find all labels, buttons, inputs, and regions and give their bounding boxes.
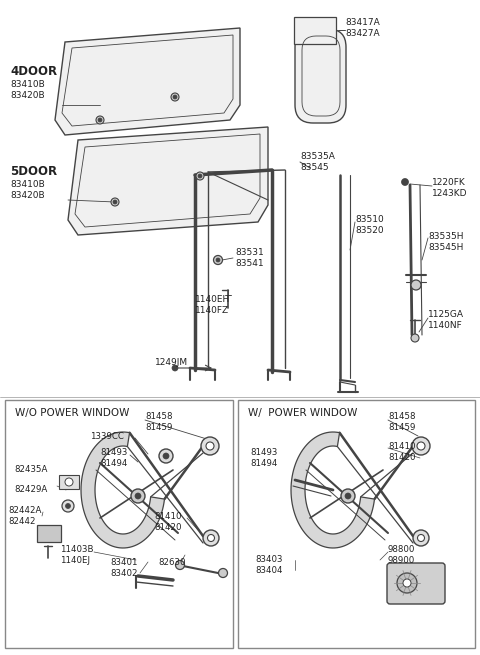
Circle shape bbox=[198, 174, 202, 178]
Circle shape bbox=[203, 530, 219, 546]
Circle shape bbox=[412, 437, 430, 455]
FancyBboxPatch shape bbox=[295, 29, 346, 123]
Text: 1339CC: 1339CC bbox=[90, 432, 124, 441]
Circle shape bbox=[417, 442, 425, 450]
Text: 81410
81420: 81410 81420 bbox=[154, 512, 181, 532]
Circle shape bbox=[413, 530, 429, 546]
Text: 83403
83404: 83403 83404 bbox=[255, 555, 283, 575]
Circle shape bbox=[218, 569, 228, 578]
Polygon shape bbox=[55, 28, 240, 135]
Text: W/  POWER WINDOW: W/ POWER WINDOW bbox=[248, 408, 358, 418]
Circle shape bbox=[98, 118, 102, 122]
FancyBboxPatch shape bbox=[294, 17, 336, 44]
Text: 1220FK
1243KD: 1220FK 1243KD bbox=[432, 178, 468, 198]
Circle shape bbox=[173, 95, 177, 99]
FancyBboxPatch shape bbox=[5, 400, 233, 648]
Circle shape bbox=[403, 579, 411, 587]
Text: 81410
81420: 81410 81420 bbox=[388, 442, 416, 462]
Text: 1125GA
1140NF: 1125GA 1140NF bbox=[428, 310, 464, 330]
Circle shape bbox=[397, 573, 417, 593]
Circle shape bbox=[62, 500, 74, 512]
Text: 81458
81459: 81458 81459 bbox=[388, 412, 416, 432]
Circle shape bbox=[345, 493, 351, 499]
Circle shape bbox=[411, 280, 421, 290]
Text: 83535A
83545: 83535A 83545 bbox=[300, 152, 335, 172]
Circle shape bbox=[214, 255, 223, 265]
Text: 83401
83402: 83401 83402 bbox=[110, 558, 137, 578]
Circle shape bbox=[196, 172, 204, 180]
Text: 82630: 82630 bbox=[158, 558, 185, 567]
FancyBboxPatch shape bbox=[238, 400, 475, 648]
Polygon shape bbox=[68, 127, 268, 235]
Text: 1249JM: 1249JM bbox=[155, 358, 188, 367]
Text: W/O POWER WINDOW: W/O POWER WINDOW bbox=[15, 408, 130, 418]
Circle shape bbox=[163, 453, 169, 459]
Circle shape bbox=[206, 442, 214, 450]
FancyBboxPatch shape bbox=[37, 525, 61, 542]
Text: 5DOOR: 5DOOR bbox=[10, 165, 57, 178]
Text: 83410B
83420B: 83410B 83420B bbox=[10, 180, 45, 200]
Circle shape bbox=[176, 561, 184, 569]
Text: 11403B
1140EJ: 11403B 1140EJ bbox=[60, 545, 94, 565]
Polygon shape bbox=[291, 432, 374, 548]
Circle shape bbox=[216, 258, 220, 262]
Circle shape bbox=[96, 116, 104, 124]
Circle shape bbox=[65, 504, 71, 508]
Text: 82429A: 82429A bbox=[14, 485, 47, 494]
Text: 83531
83541: 83531 83541 bbox=[235, 248, 264, 268]
Circle shape bbox=[131, 489, 145, 503]
Text: 83510
83520: 83510 83520 bbox=[355, 215, 384, 235]
Text: 81458
81459: 81458 81459 bbox=[145, 412, 172, 432]
Text: 82435A: 82435A bbox=[14, 465, 48, 474]
Text: 83410B
83420B: 83410B 83420B bbox=[10, 80, 45, 100]
Text: 4DOOR: 4DOOR bbox=[10, 65, 57, 78]
Text: 83417A
83427A: 83417A 83427A bbox=[345, 18, 380, 38]
Circle shape bbox=[159, 449, 173, 463]
Circle shape bbox=[113, 200, 117, 204]
Circle shape bbox=[201, 437, 219, 455]
Text: 81493
81494: 81493 81494 bbox=[250, 448, 277, 468]
Circle shape bbox=[341, 489, 355, 503]
Circle shape bbox=[135, 493, 141, 499]
Polygon shape bbox=[81, 432, 165, 548]
Circle shape bbox=[418, 534, 424, 542]
Circle shape bbox=[411, 334, 419, 342]
Text: 81493
81494: 81493 81494 bbox=[100, 448, 127, 468]
Text: 1140EH
1140FZ: 1140EH 1140FZ bbox=[195, 295, 230, 315]
Text: 98800
98900: 98800 98900 bbox=[388, 545, 415, 565]
Text: 83535H
83545H: 83535H 83545H bbox=[428, 232, 464, 252]
Circle shape bbox=[65, 478, 73, 486]
Circle shape bbox=[401, 179, 408, 185]
Circle shape bbox=[172, 365, 178, 371]
Text: 82442A
82442: 82442A 82442 bbox=[8, 506, 41, 526]
FancyBboxPatch shape bbox=[59, 475, 79, 489]
FancyBboxPatch shape bbox=[387, 563, 445, 604]
Circle shape bbox=[171, 93, 179, 101]
Circle shape bbox=[207, 534, 215, 542]
Circle shape bbox=[111, 198, 119, 206]
